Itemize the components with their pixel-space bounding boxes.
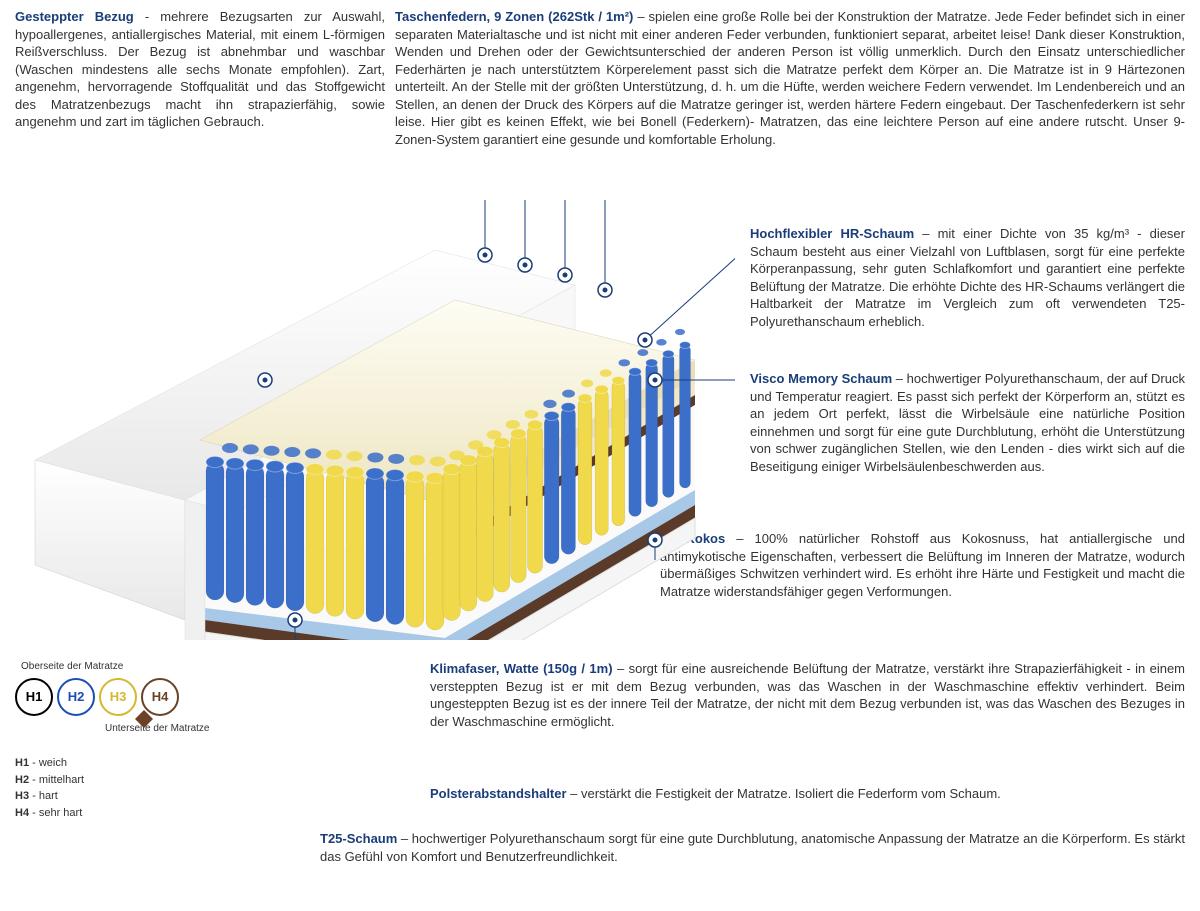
block-springs: Taschenfedern, 9 Zonen (262Stk / 1m²) – …	[395, 8, 1185, 148]
title-hr: Hochflexibler HR-Schaum	[750, 226, 914, 241]
block-klima: Klimafaser, Watte (150g / 1m) – sorgt fü…	[430, 660, 1185, 730]
hardness-legend: H1 - weich H2 - mittelhart H3 - hart H4 …	[15, 755, 295, 821]
title-klima: Klimafaser, Watte (150g / 1m)	[430, 661, 613, 676]
block-visco: Visco Memory Schaum – hochwertiger Polyu…	[750, 370, 1185, 475]
hardness-h3: H3	[99, 678, 137, 716]
hardness-circles: H1 H2 H3 H4	[15, 678, 295, 716]
mattress-svg	[15, 200, 735, 640]
text-kokos: – 100% natürlicher Rohstoff aus Kokosnus…	[660, 531, 1185, 599]
text-visco: – hochwertiger Polyurethanschaum, der au…	[750, 371, 1185, 474]
mattress-diagram	[15, 200, 735, 640]
hardness-pointer	[135, 710, 153, 733]
title-cover: Gesteppter Bezug	[15, 9, 134, 24]
block-t25: T25-Schaum – hochwertiger Polyurethansch…	[320, 830, 1185, 865]
title-t25: T25-Schaum	[320, 831, 397, 846]
hardness-bot-label: Unterseite der Matratze	[105, 722, 295, 736]
block-hr-schaum: Hochflexibler HR-Schaum – mit einer Dich…	[750, 225, 1185, 330]
text-t25: – hochwertiger Polyurethanschaum sorgt f…	[320, 831, 1185, 864]
hardness-h1: H1	[15, 678, 53, 716]
title-visco: Visco Memory Schaum	[750, 371, 892, 386]
text-hr: – mit einer Dichte von 35 kg/m³ - dieser…	[750, 226, 1185, 329]
text-cover: - mehrere Bezugsarten zur Auswahl, hypoa…	[15, 9, 385, 129]
text-polster: – verstärkt die Festigkeit der Matratze.…	[567, 786, 1001, 801]
block-polster: Polsterabstandshalter – verstärkt die Fe…	[430, 785, 1185, 803]
text-springs: – spielen eine große Rolle bei der Konst…	[395, 9, 1185, 147]
hardness-panel: Oberseite der Matratze H1 H2 H3 H4 Unter…	[15, 660, 295, 821]
block-cover: Gesteppter Bezug - mehrere Bezugsarten z…	[15, 8, 385, 131]
hardness-h2: H2	[57, 678, 95, 716]
hardness-top-label: Oberseite der Matratze	[21, 660, 295, 674]
block-kokos: 2x Kokos – 100% natürlicher Rohstoff aus…	[660, 530, 1185, 600]
title-springs: Taschenfedern, 9 Zonen (262Stk / 1m²)	[395, 9, 633, 24]
title-polster: Polsterabstandshalter	[430, 786, 567, 801]
